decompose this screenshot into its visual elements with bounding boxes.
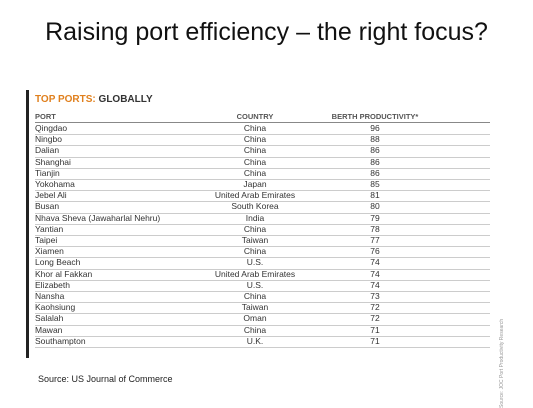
cell: U.K.: [246, 335, 264, 346]
cell: India: [245, 212, 265, 223]
table-row: Yokohama Japan 85: [35, 179, 490, 192]
column-header: BERTH PRODUCTIVITY*: [331, 112, 419, 121]
table-row: Ningbo China 88: [35, 134, 490, 147]
side-note: Source: JOC Port Productivity Research: [499, 318, 505, 408]
cell: 71: [370, 324, 380, 335]
heading-rest: GLOBALLY: [98, 94, 153, 105]
cell: 86: [370, 167, 380, 178]
table-row: Khor al Fakkan United Arab Emirates 74: [35, 269, 490, 281]
source-note: Source: US Journal of Commerce: [38, 374, 173, 384]
table-row: Busan South Korea 80: [35, 201, 490, 214]
cell: 73: [370, 291, 380, 301]
cell: China: [243, 145, 267, 156]
cell: 77: [370, 235, 380, 245]
table-heading: TOP PORTS: GLOBALLY: [35, 94, 153, 105]
cell: Xiamen: [35, 246, 64, 257]
table-row: Jebel Ali United Arab Emirates 81: [35, 190, 490, 203]
table-row: Dalian China 86: [35, 145, 490, 158]
cell: Ningbo: [35, 134, 62, 145]
cell: 86: [370, 156, 380, 167]
cell: 81: [370, 190, 380, 201]
column-header: PORT: [35, 112, 56, 121]
table-row: Kaohsiung Taiwan 72: [35, 302, 490, 315]
column-header: COUNTRY: [236, 112, 274, 121]
cell: Long Beach: [35, 257, 81, 268]
table-row: Mawan China 71: [35, 325, 490, 337]
table-row: Yantian China 78: [35, 224, 490, 236]
cell: United Arab Emirates: [214, 190, 296, 201]
cell: 71: [370, 335, 380, 346]
cell: Japan: [243, 179, 267, 189]
table-row: Taipei Taiwan 77: [35, 235, 490, 248]
cell: Southampton: [35, 335, 86, 346]
cell: China: [243, 223, 267, 234]
cell: Taiwan: [241, 235, 269, 245]
table-row: Nhava Sheva (Jawaharlal Nehru) India 79: [35, 213, 490, 225]
cell: 79: [370, 212, 380, 223]
cell: 85: [370, 179, 380, 189]
cell: 80: [370, 201, 380, 212]
heading-highlight: TOP PORTS:: [35, 94, 96, 105]
header-row: PORT COUNTRY BERTH PRODUCTIVITY*: [35, 111, 490, 124]
cell: Salalah: [35, 313, 64, 324]
cell: Dalian: [35, 145, 60, 156]
cell: 74: [370, 279, 380, 290]
table-row: Long Beach U.S. 74: [35, 257, 490, 270]
cell: China: [243, 324, 267, 335]
cell: Yokohama: [35, 179, 75, 189]
cell: China: [243, 134, 267, 145]
cell: Qingdao: [35, 123, 68, 133]
cell: 74: [370, 268, 380, 279]
cell: 74: [370, 257, 380, 268]
cell: China: [243, 291, 267, 301]
cell: 96: [370, 123, 380, 133]
table-row: Nansha China 73: [35, 291, 490, 304]
table-row: Xiamen China 76: [35, 246, 490, 259]
cell: Jebel Ali: [35, 190, 67, 201]
table-row: Qingdao China 96: [35, 123, 490, 136]
cell: Khor al Fakkan: [35, 268, 93, 279]
cell: China: [243, 156, 267, 167]
cell: U.S.: [246, 279, 264, 290]
slide-title: Raising port efficiency – the right focu…: [45, 18, 488, 46]
cell: Taiwan: [241, 302, 269, 313]
cell: Elizabeth: [35, 279, 70, 290]
table-row: Elizabeth U.S. 74: [35, 280, 490, 292]
table-row: Tianjin China 86: [35, 168, 490, 180]
cell: Kaohsiung: [35, 302, 76, 313]
cell: South Korea: [231, 201, 279, 212]
cell: China: [243, 246, 267, 257]
cell: Taipei: [35, 235, 58, 245]
cell: 86: [370, 145, 380, 156]
cell: 78: [370, 223, 380, 234]
cell: 72: [370, 313, 380, 324]
table: TOP PORTS: GLOBALLY Source: JOC Port Pro…: [26, 90, 513, 408]
cell: Tianjin: [35, 167, 60, 178]
table-row: Southampton U.K. 71: [35, 336, 490, 348]
cell: United Arab Emirates: [214, 268, 296, 279]
cell: Yantian: [35, 223, 64, 234]
cell: Oman: [243, 313, 267, 324]
cell: U.S.: [246, 257, 264, 268]
cell: 88: [370, 134, 380, 145]
table-row: Salalah Oman 72: [35, 313, 490, 326]
cell: 72: [370, 302, 380, 313]
cell: Mawan: [35, 324, 63, 335]
cell: Nansha: [35, 291, 65, 301]
cell: Busan: [35, 201, 60, 212]
table-row: Shanghai China 86: [35, 157, 490, 169]
cell: Shanghai: [35, 156, 71, 167]
cell: China: [243, 123, 267, 133]
cell: Nhava Sheva (Jawaharlal Nehru): [35, 212, 161, 223]
cell: 76: [370, 246, 380, 257]
cell: China: [243, 167, 267, 178]
